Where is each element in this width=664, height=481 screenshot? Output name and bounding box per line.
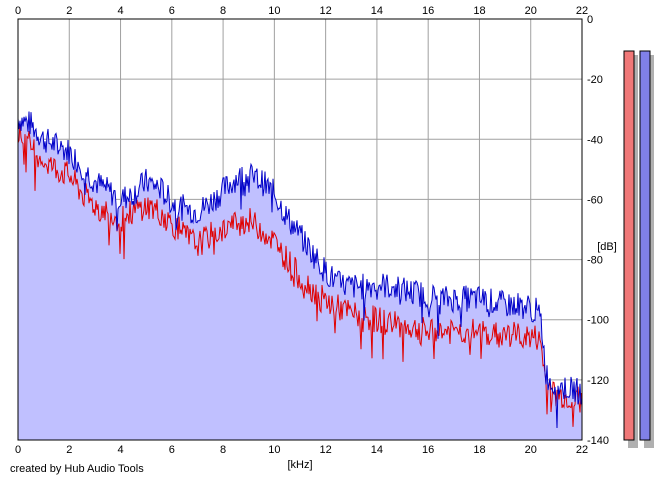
x-tick-label-top: 12: [320, 5, 332, 17]
x-tick-label-bottom: 14: [371, 444, 383, 456]
y-tick-label: -80: [587, 255, 603, 267]
x-tick-label-top: 4: [117, 5, 123, 17]
x-tick-labels-bottom: 0 2 4 6 8 10 12 14 16 18 20 22: [15, 444, 588, 456]
x-tick-label-bottom: 20: [525, 444, 537, 456]
x-tick-label-top: 6: [169, 5, 175, 17]
x-tick-label-bottom: 2: [66, 444, 72, 456]
y-tick-label: -120: [587, 375, 609, 387]
x-tick-label-bottom: 8: [220, 444, 226, 456]
credit-text: created by Hub Audio Tools: [10, 463, 144, 475]
x-tick-label-bottom: 16: [422, 444, 434, 456]
x-axis-unit: [kHz]: [287, 459, 312, 471]
y-tick-label: -40: [587, 134, 603, 146]
x-tick-label-top: 16: [422, 5, 434, 17]
x-tick-label-top: 14: [371, 5, 383, 17]
y-axis-unit: [dB]: [597, 241, 617, 253]
plot-frame: [17, 18, 583, 441]
x-tick-label-bottom: 0: [15, 444, 21, 456]
series-line-red: [17, 123, 583, 427]
y-tick-label: -140: [587, 435, 609, 447]
y-tick-label: -20: [587, 74, 603, 86]
y-tick-labels: 0 -20 -40 -60 -80 -100 -120 -140: [587, 14, 609, 447]
x-tick-label-top: 22: [576, 5, 588, 17]
x-tick-label-bottom: 10: [268, 444, 280, 456]
x-tick-label-bottom: 22: [576, 444, 588, 456]
x-tick-label-bottom: 12: [320, 444, 332, 456]
level-meter-bar-right: [639, 50, 651, 441]
x-tick-label-top: 18: [473, 5, 485, 17]
x-tick-labels-top: 0 2 4 6 8 10 12 14 16 18 20 22: [15, 5, 588, 17]
y-tick-label: 0: [587, 14, 593, 26]
x-tick-label-bottom: 4: [117, 444, 123, 456]
x-tick-label-top: 0: [15, 5, 21, 17]
level-meters: [623, 50, 654, 448]
level-meter-bar-left: [623, 50, 635, 441]
y-tick-label: -60: [587, 194, 603, 206]
x-tick-label-bottom: 18: [473, 444, 485, 456]
x-tick-label-top: 2: [66, 5, 72, 17]
x-tick-label-top: 20: [525, 5, 537, 17]
series-line-blue: [17, 111, 583, 429]
x-tick-label-top: 10: [268, 5, 280, 17]
series-area-fill: [18, 111, 582, 440]
x-tick-label-top: 8: [220, 5, 226, 17]
x-tick-label-bottom: 6: [169, 444, 175, 456]
y-tick-label: -100: [587, 315, 609, 327]
